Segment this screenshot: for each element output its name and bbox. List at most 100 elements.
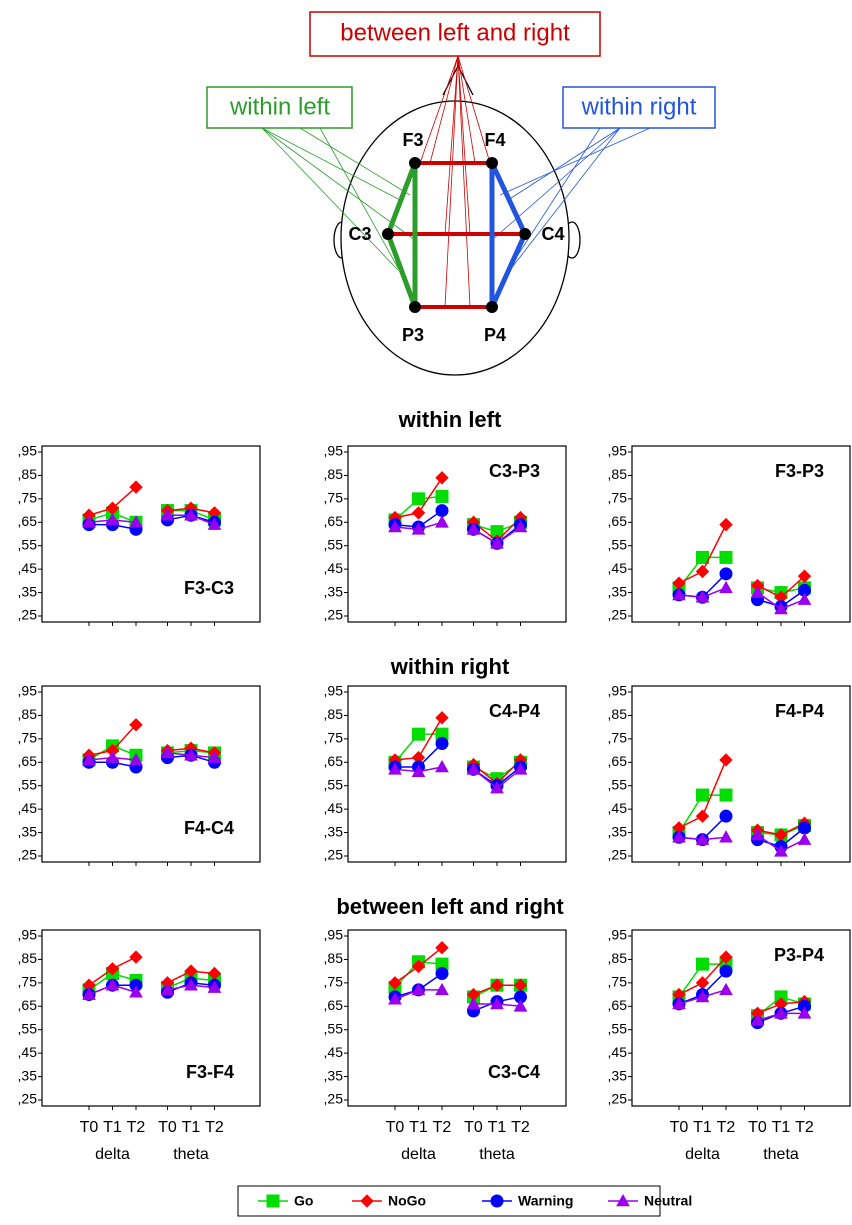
y-tick-label: ,95 xyxy=(608,683,628,699)
y-tick-label: ,55 xyxy=(18,536,38,552)
electrode-label: P3 xyxy=(402,325,424,345)
x-tick-label: T0 xyxy=(80,1119,99,1136)
marker xyxy=(774,601,788,615)
between-edges xyxy=(388,161,525,309)
within-left-edges xyxy=(385,162,418,308)
within-left-lines xyxy=(261,127,416,276)
marker xyxy=(466,522,481,535)
marker xyxy=(207,517,222,530)
y-tick-label: ,75 xyxy=(608,490,628,506)
x-tick-label: T1 xyxy=(103,1119,122,1136)
x-tick-label: T1 xyxy=(693,1119,712,1136)
y-tick-label: ,45 xyxy=(324,560,344,576)
y-tick-label: ,25 xyxy=(18,847,38,863)
y-tick-label: ,95 xyxy=(18,683,38,699)
plot-frame xyxy=(631,929,851,1107)
panel-title: F3-F4 xyxy=(186,1062,234,1082)
x-group-label: theta xyxy=(479,1146,515,1163)
marker xyxy=(388,992,402,1005)
x-group-label: theta xyxy=(173,1146,209,1163)
x-tick-label: T2 xyxy=(205,1119,224,1136)
marker xyxy=(719,580,733,594)
y-tick-label: ,85 xyxy=(18,706,38,722)
legend-label: Go xyxy=(294,1193,313,1209)
marker xyxy=(412,727,425,741)
y-tick-label: ,95 xyxy=(18,927,38,943)
legend-label: Warning xyxy=(518,1193,573,1209)
marker xyxy=(435,471,449,485)
x-tick-label: T2 xyxy=(717,1119,736,1136)
legend-box xyxy=(237,1185,661,1217)
y-tick-label: ,65 xyxy=(18,753,38,769)
marker xyxy=(695,590,710,603)
panel-title: C4-P4 xyxy=(489,701,540,721)
marker xyxy=(490,978,504,992)
y-tick-label: ,75 xyxy=(18,974,38,990)
y-tick-label: ,95 xyxy=(18,443,38,459)
marker xyxy=(719,788,733,802)
marker xyxy=(411,959,426,974)
x-tick-label: T1 xyxy=(488,1119,507,1136)
marker xyxy=(695,564,710,579)
y-tick-label: ,65 xyxy=(18,997,38,1013)
between-label: between left and right xyxy=(340,19,570,46)
marker xyxy=(774,844,788,857)
marker xyxy=(129,752,143,766)
marker xyxy=(412,492,425,506)
y-tick-label: ,65 xyxy=(18,513,38,529)
y-tick-label: ,85 xyxy=(608,466,628,482)
plot-frame xyxy=(41,929,261,1107)
y-tick-label: ,45 xyxy=(608,1044,628,1060)
marker xyxy=(719,982,733,996)
y-tick-label: ,75 xyxy=(608,730,628,746)
marker xyxy=(160,508,175,521)
y-tick-label: ,55 xyxy=(324,1020,344,1036)
y-tick-label: ,35 xyxy=(324,583,344,599)
y-tick-label: ,85 xyxy=(18,466,38,482)
marker xyxy=(435,941,449,955)
marker xyxy=(513,519,528,533)
marker xyxy=(719,830,733,843)
marker xyxy=(696,788,709,802)
marker xyxy=(105,750,120,763)
marker xyxy=(719,753,733,767)
within-right-box xyxy=(562,86,716,129)
legend-marker xyxy=(266,1194,280,1208)
y-tick-label: ,25 xyxy=(608,1091,628,1107)
plot-frame xyxy=(347,445,567,623)
x-group-label: delta xyxy=(685,1146,720,1163)
y-tick-label: ,45 xyxy=(18,560,38,576)
marker xyxy=(435,711,449,725)
x-tick-label: T0 xyxy=(670,1119,689,1136)
y-tick-label: ,95 xyxy=(324,443,344,459)
marker xyxy=(411,764,426,777)
y-tick-label: ,45 xyxy=(324,1044,344,1060)
marker xyxy=(184,978,198,991)
marker xyxy=(184,508,198,521)
x-tick-label: T0 xyxy=(158,1119,177,1136)
y-tick-label: ,75 xyxy=(324,730,344,746)
electrode-label: F3 xyxy=(402,130,423,150)
y-tick-label: ,35 xyxy=(608,823,628,839)
y-tick-label: ,25 xyxy=(608,847,628,863)
y-tick-label: ,55 xyxy=(18,1020,38,1036)
y-tick-label: ,45 xyxy=(18,800,38,816)
marker xyxy=(435,504,449,518)
marker xyxy=(435,982,449,996)
y-tick-label: ,95 xyxy=(324,927,344,943)
x-tick-label: T1 xyxy=(772,1119,791,1136)
x-tick-label: T1 xyxy=(409,1119,428,1136)
marker xyxy=(435,515,449,528)
y-tick-label: ,65 xyxy=(608,997,628,1013)
x-group-label: theta xyxy=(763,1146,799,1163)
y-tick-label: ,35 xyxy=(608,583,628,599)
y-tick-label: ,55 xyxy=(324,776,344,792)
electrode-label: P4 xyxy=(484,325,506,345)
section-heading: within left xyxy=(398,407,502,432)
marker xyxy=(797,1006,812,1019)
y-tick-label: ,85 xyxy=(18,950,38,966)
y-tick-label: ,75 xyxy=(18,730,38,746)
marker xyxy=(719,550,733,564)
between-box xyxy=(309,11,601,57)
